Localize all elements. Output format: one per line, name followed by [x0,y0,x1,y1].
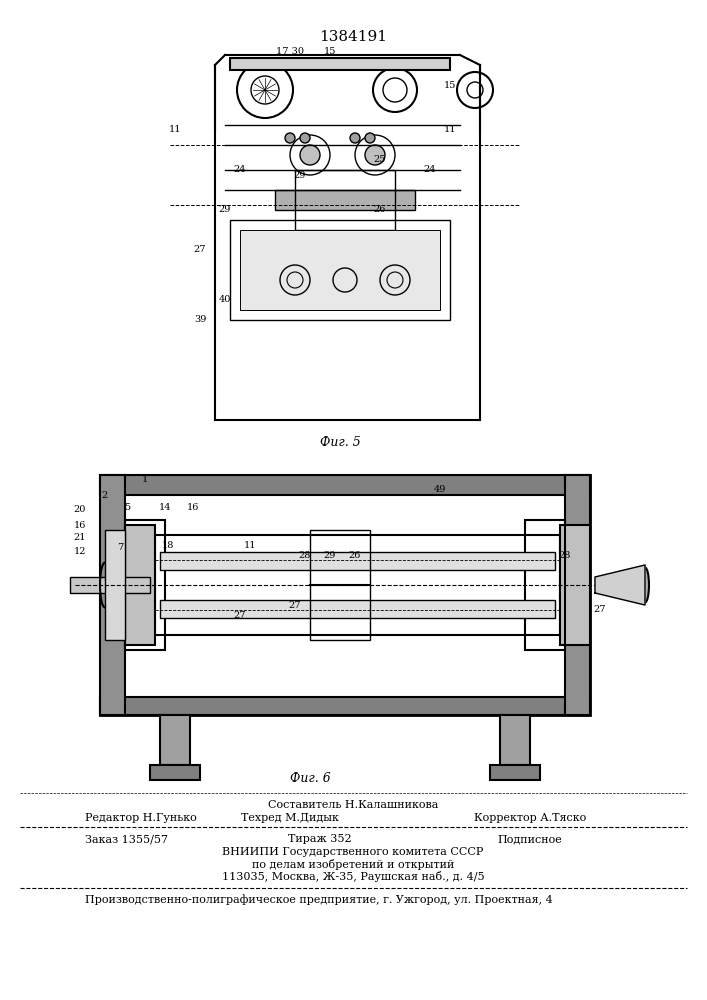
Bar [155,535,560,635]
Bar [125,525,155,645]
Text: 11: 11 [244,540,256,550]
Text: Техред М.Дидык: Техред М.Дидык [241,813,339,823]
Ellipse shape [641,568,649,602]
Bar [100,697,590,715]
Circle shape [350,133,360,143]
Bar [500,715,530,765]
Text: 16: 16 [74,520,86,530]
Bar [105,530,125,640]
Text: 16: 16 [187,504,199,512]
Text: ВНИИПИ Государственного комитета СССР: ВНИИПИ Государственного комитета СССР [222,847,484,857]
Text: Составитель Н.Калашникова: Составитель Н.Калашникова [268,800,438,810]
Text: 28: 28 [299,550,311,560]
Bar [100,475,590,495]
Text: Редактор Н.Гунько: Редактор Н.Гунько [85,813,197,823]
Bar [100,475,590,715]
Circle shape [365,133,375,143]
Bar [240,230,440,310]
Text: Тираж 352: Тираж 352 [288,834,352,844]
Bar [100,475,125,715]
Circle shape [285,133,295,143]
Bar [230,220,450,320]
Text: 113035, Москва, Ж-35, Раушская наб., д. 4/5: 113035, Москва, Ж-35, Раушская наб., д. … [222,870,484,882]
Text: 11: 11 [169,125,181,134]
Bar [565,475,590,715]
Text: 11: 11 [444,125,456,134]
Text: 2: 2 [102,490,108,499]
Text: 21: 21 [74,534,86,542]
Bar [160,600,555,618]
Text: 1: 1 [142,476,148,485]
Text: 14: 14 [159,504,171,512]
Text: 27: 27 [288,600,301,609]
Text: 29: 29 [218,206,231,215]
Text: по делам изобретений и открытий: по делам изобретений и открытий [252,858,454,869]
Circle shape [300,133,310,143]
Bar [295,170,395,230]
Bar [275,190,415,210]
Bar [525,520,565,650]
Text: 29: 29 [324,550,337,560]
Text: Подписное: Подписное [498,834,562,844]
Text: Производственно-полиграфическое предприятие, г. Ужгород, ул. Проектная, 4: Производственно-полиграфическое предприя… [85,895,553,905]
Bar [160,715,190,765]
Text: 39: 39 [194,316,206,324]
Text: 25: 25 [374,155,386,164]
Text: 40: 40 [218,296,231,304]
Text: Фиг. 5: Фиг. 5 [320,436,361,450]
Text: 49: 49 [434,486,446,494]
Text: 26: 26 [349,550,361,560]
Text: 15: 15 [444,81,456,90]
Text: Корректор А.Тяско: Корректор А.Тяско [474,813,586,823]
Bar [490,765,540,780]
Polygon shape [595,565,645,605]
Text: 20: 20 [74,506,86,514]
Text: 15: 15 [324,47,337,56]
Text: 1384191: 1384191 [319,30,387,44]
Text: Фиг. 6: Фиг. 6 [290,772,330,784]
Text: 27: 27 [594,605,606,614]
Text: 7: 7 [117,544,123,552]
Text: 26: 26 [374,206,386,215]
Bar [125,520,165,650]
Text: 5: 5 [124,504,130,512]
Circle shape [300,145,320,165]
Text: 27: 27 [194,245,206,254]
Text: 18: 18 [162,540,174,550]
Circle shape [365,145,385,165]
Text: 29: 29 [294,170,306,180]
Text: 28: 28 [559,550,571,560]
Bar [310,530,370,640]
Bar [70,577,150,593]
Bar [560,525,590,645]
Text: 17 30: 17 30 [276,47,304,56]
Bar [160,552,555,570]
Bar [150,765,200,780]
Text: 12: 12 [74,548,86,556]
Text: 24: 24 [423,165,436,174]
Text: 27: 27 [234,610,246,619]
Text: 24: 24 [234,165,246,174]
Bar [230,58,450,70]
Text: Заказ 1355/57: Заказ 1355/57 [85,834,168,844]
